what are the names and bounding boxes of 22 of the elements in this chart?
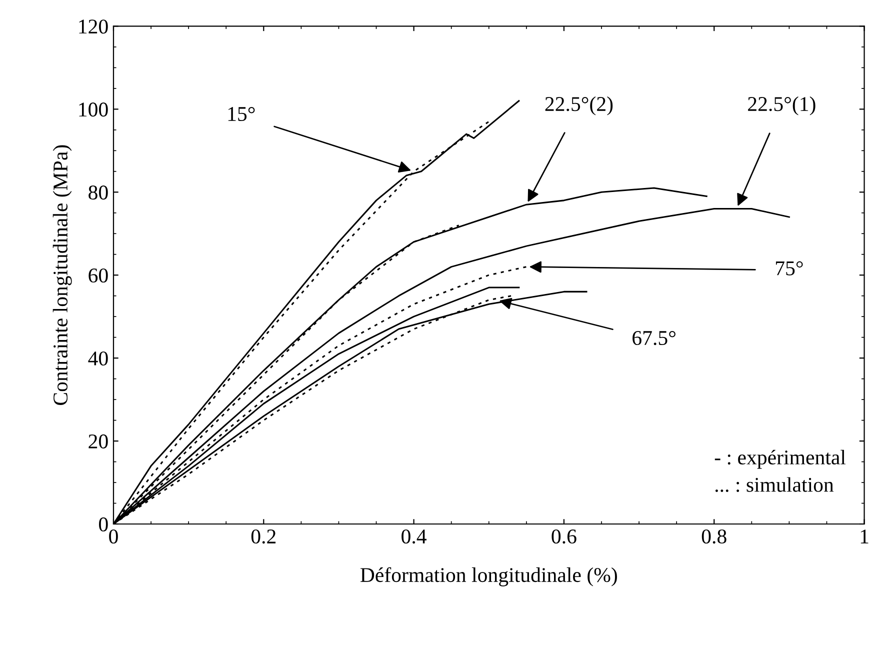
y-tick-label: 120 [79, 20, 108, 34]
x-tick-label: 0.4 [402, 529, 426, 544]
y-tick-label: 0 [99, 517, 108, 532]
annotation: 22.5°(1) [748, 96, 816, 116]
annotation: 75° [776, 261, 803, 276]
y-tick-label: 40 [88, 351, 108, 366]
x-tick-label: 1 [860, 530, 868, 544]
x-tick-label: 0 [109, 529, 118, 544]
annotation: - : expérimental [714, 450, 846, 469]
y-tick-label: 20 [88, 434, 108, 448]
y-tick-label: 60 [88, 268, 108, 283]
x-tick-label: 0.2 [251, 529, 276, 544]
y-tick-label: 80 [88, 186, 108, 200]
y-tick-label: 100 [79, 102, 108, 117]
x-tick-label: 0.6 [552, 529, 576, 544]
y-axis-title: Contrainte longitudinale (MPa) [52, 145, 72, 406]
x-tick-label: 0.8 [702, 529, 726, 544]
annotation: 67.5° [632, 330, 676, 346]
annotation: 15° [228, 106, 255, 122]
x-axis-title: Déformation longitudinale (%) [360, 567, 617, 586]
annotation: 22.5°(2) [545, 96, 613, 116]
annotation: ... : simulation [715, 477, 834, 492]
